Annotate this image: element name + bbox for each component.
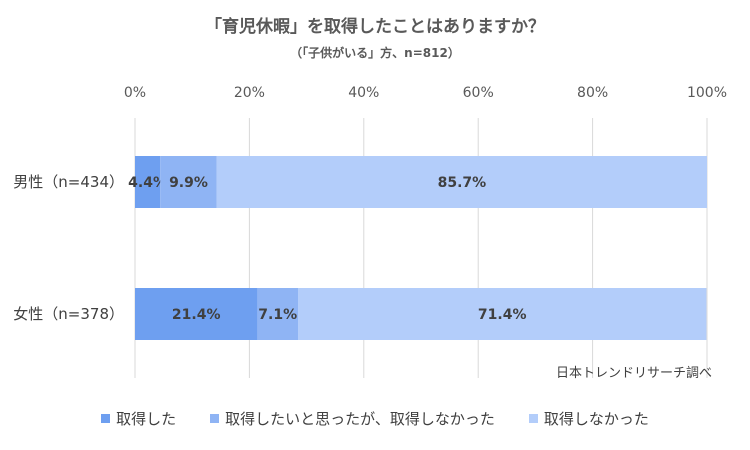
bar-segment [216, 156, 707, 208]
legend-item: 取得したいと思ったが、取得しなかった [210, 408, 495, 429]
legend: 取得した 取得したいと思ったが、取得しなかった 取得しなかった [0, 408, 750, 429]
source-note: 日本トレンドリサーチ調べ [555, 366, 712, 381]
x-tick-label: 60% [463, 85, 494, 101]
bar-segment [257, 288, 299, 340]
category-label: 女性（n=378） [13, 305, 124, 323]
data-label: 7.1% [258, 307, 297, 323]
bar-segment [160, 156, 217, 208]
chart-title: 「育児休暇」を取得したことはありますか？ [205, 17, 545, 37]
data-label: 9.9% [169, 175, 208, 191]
data-label: 71.4% [478, 307, 527, 323]
x-tick-label: 40% [348, 85, 379, 101]
data-label: 4.4% [128, 175, 167, 191]
x-tick-label: 0% [124, 85, 146, 101]
legend-swatch [210, 414, 220, 423]
legend-swatch [101, 414, 111, 423]
bar-segment [298, 288, 707, 340]
legend-swatch [528, 414, 538, 423]
x-tick-label: 100% [687, 85, 727, 101]
legend-item: 取得しなかった [528, 408, 649, 429]
category-label: 男性（n=434） [13, 173, 124, 191]
data-label: 85.7% [438, 175, 487, 191]
legend-item: 取得した [101, 408, 176, 429]
data-label: 21.4% [172, 307, 221, 323]
chart-subtitle: （「子供がいる」方、n=812） [290, 46, 460, 60]
x-tick-label: 20% [234, 85, 265, 101]
bar-segment [135, 156, 161, 208]
bar-segment [135, 288, 258, 340]
x-tick-label: 80% [577, 85, 608, 101]
legend-label: 取得しなかった [543, 410, 649, 428]
legend-label: 取得した [116, 410, 177, 428]
legend-label: 取得したいと思ったが、取得しなかった [225, 410, 495, 428]
